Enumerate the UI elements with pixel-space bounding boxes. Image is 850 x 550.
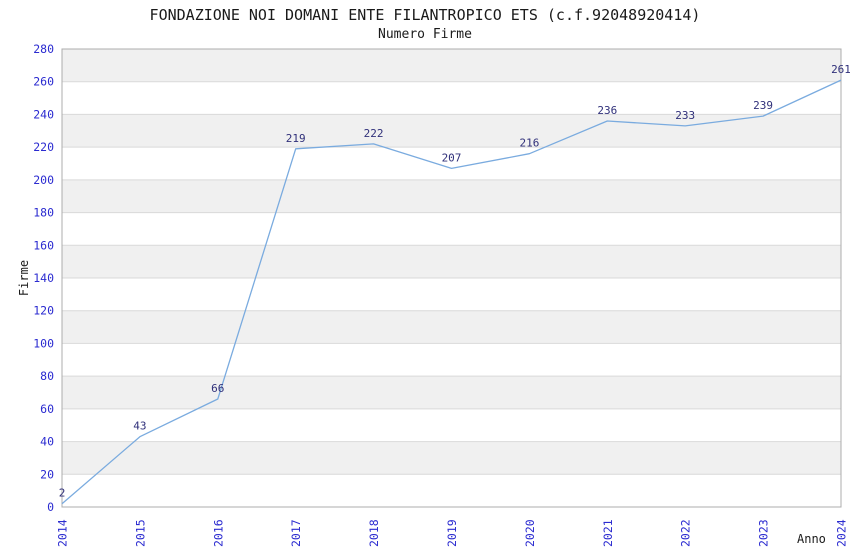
x-tick-labels: 2014 2015 2016 2017 2018 2019 2020 2021 2022 2023… (56, 519, 849, 547)
svg-text:2018: 2018 (367, 519, 381, 547)
plot-bands (62, 49, 841, 475)
plot-border (61, 48, 842, 508)
svg-text:120: 120 (33, 304, 54, 318)
svg-text:180: 180 (33, 206, 54, 220)
svg-text:220: 220 (33, 140, 54, 154)
svg-text:0: 0 (47, 500, 54, 514)
svg-text:260: 260 (33, 75, 54, 89)
svg-text:160: 160 (33, 238, 54, 252)
svg-text:222: 222 (364, 127, 384, 140)
svg-text:100: 100 (33, 336, 54, 350)
point-labels: 2 43 66 219 222 207 216 236 233 239 261 (59, 63, 850, 500)
svg-text:2021: 2021 (601, 519, 615, 547)
y-axis-label: Firme (17, 259, 31, 297)
y-tick-labels: 0 20 40 60 80 100 120 140 160 180 200 220 240 260 280 (33, 42, 54, 514)
svg-text:40: 40 (40, 435, 54, 449)
svg-text:20: 20 (40, 467, 54, 481)
svg-text:2019: 2019 (445, 519, 459, 547)
svg-text:219: 219 (286, 132, 306, 145)
svg-text:43: 43 (133, 420, 146, 433)
svg-text:66: 66 (211, 382, 224, 395)
svg-text:207: 207 (442, 151, 462, 164)
svg-text:200: 200 (33, 173, 54, 187)
svg-text:60: 60 (40, 402, 54, 416)
svg-text:2020: 2020 (523, 519, 537, 547)
svg-text:2016: 2016 (211, 519, 225, 547)
svg-text:2023: 2023 (757, 519, 771, 547)
svg-text:140: 140 (33, 271, 54, 285)
svg-text:216: 216 (519, 137, 539, 150)
svg-text:2014: 2014 (56, 519, 70, 547)
svg-text:2022: 2022 (679, 519, 693, 547)
svg-text:80: 80 (40, 369, 54, 383)
series-line (61, 79, 842, 505)
svg-text:233: 233 (675, 109, 695, 122)
svg-text:261: 261 (831, 63, 850, 76)
svg-text:2: 2 (59, 487, 66, 500)
svg-text:2024: 2024 (835, 519, 849, 547)
svg-text:239: 239 (753, 99, 773, 112)
svg-text:236: 236 (597, 104, 617, 117)
svg-text:280: 280 (33, 42, 54, 56)
chart-title: FONDAZIONE NOI DOMANI ENTE FILANTROPICO … (149, 6, 701, 24)
chart-subtitle: Numero Firme (378, 27, 472, 42)
x-axis-label: Anno (797, 532, 826, 546)
svg-text:240: 240 (33, 107, 54, 121)
svg-text:2017: 2017 (289, 519, 303, 547)
svg-text:2015: 2015 (133, 519, 147, 547)
